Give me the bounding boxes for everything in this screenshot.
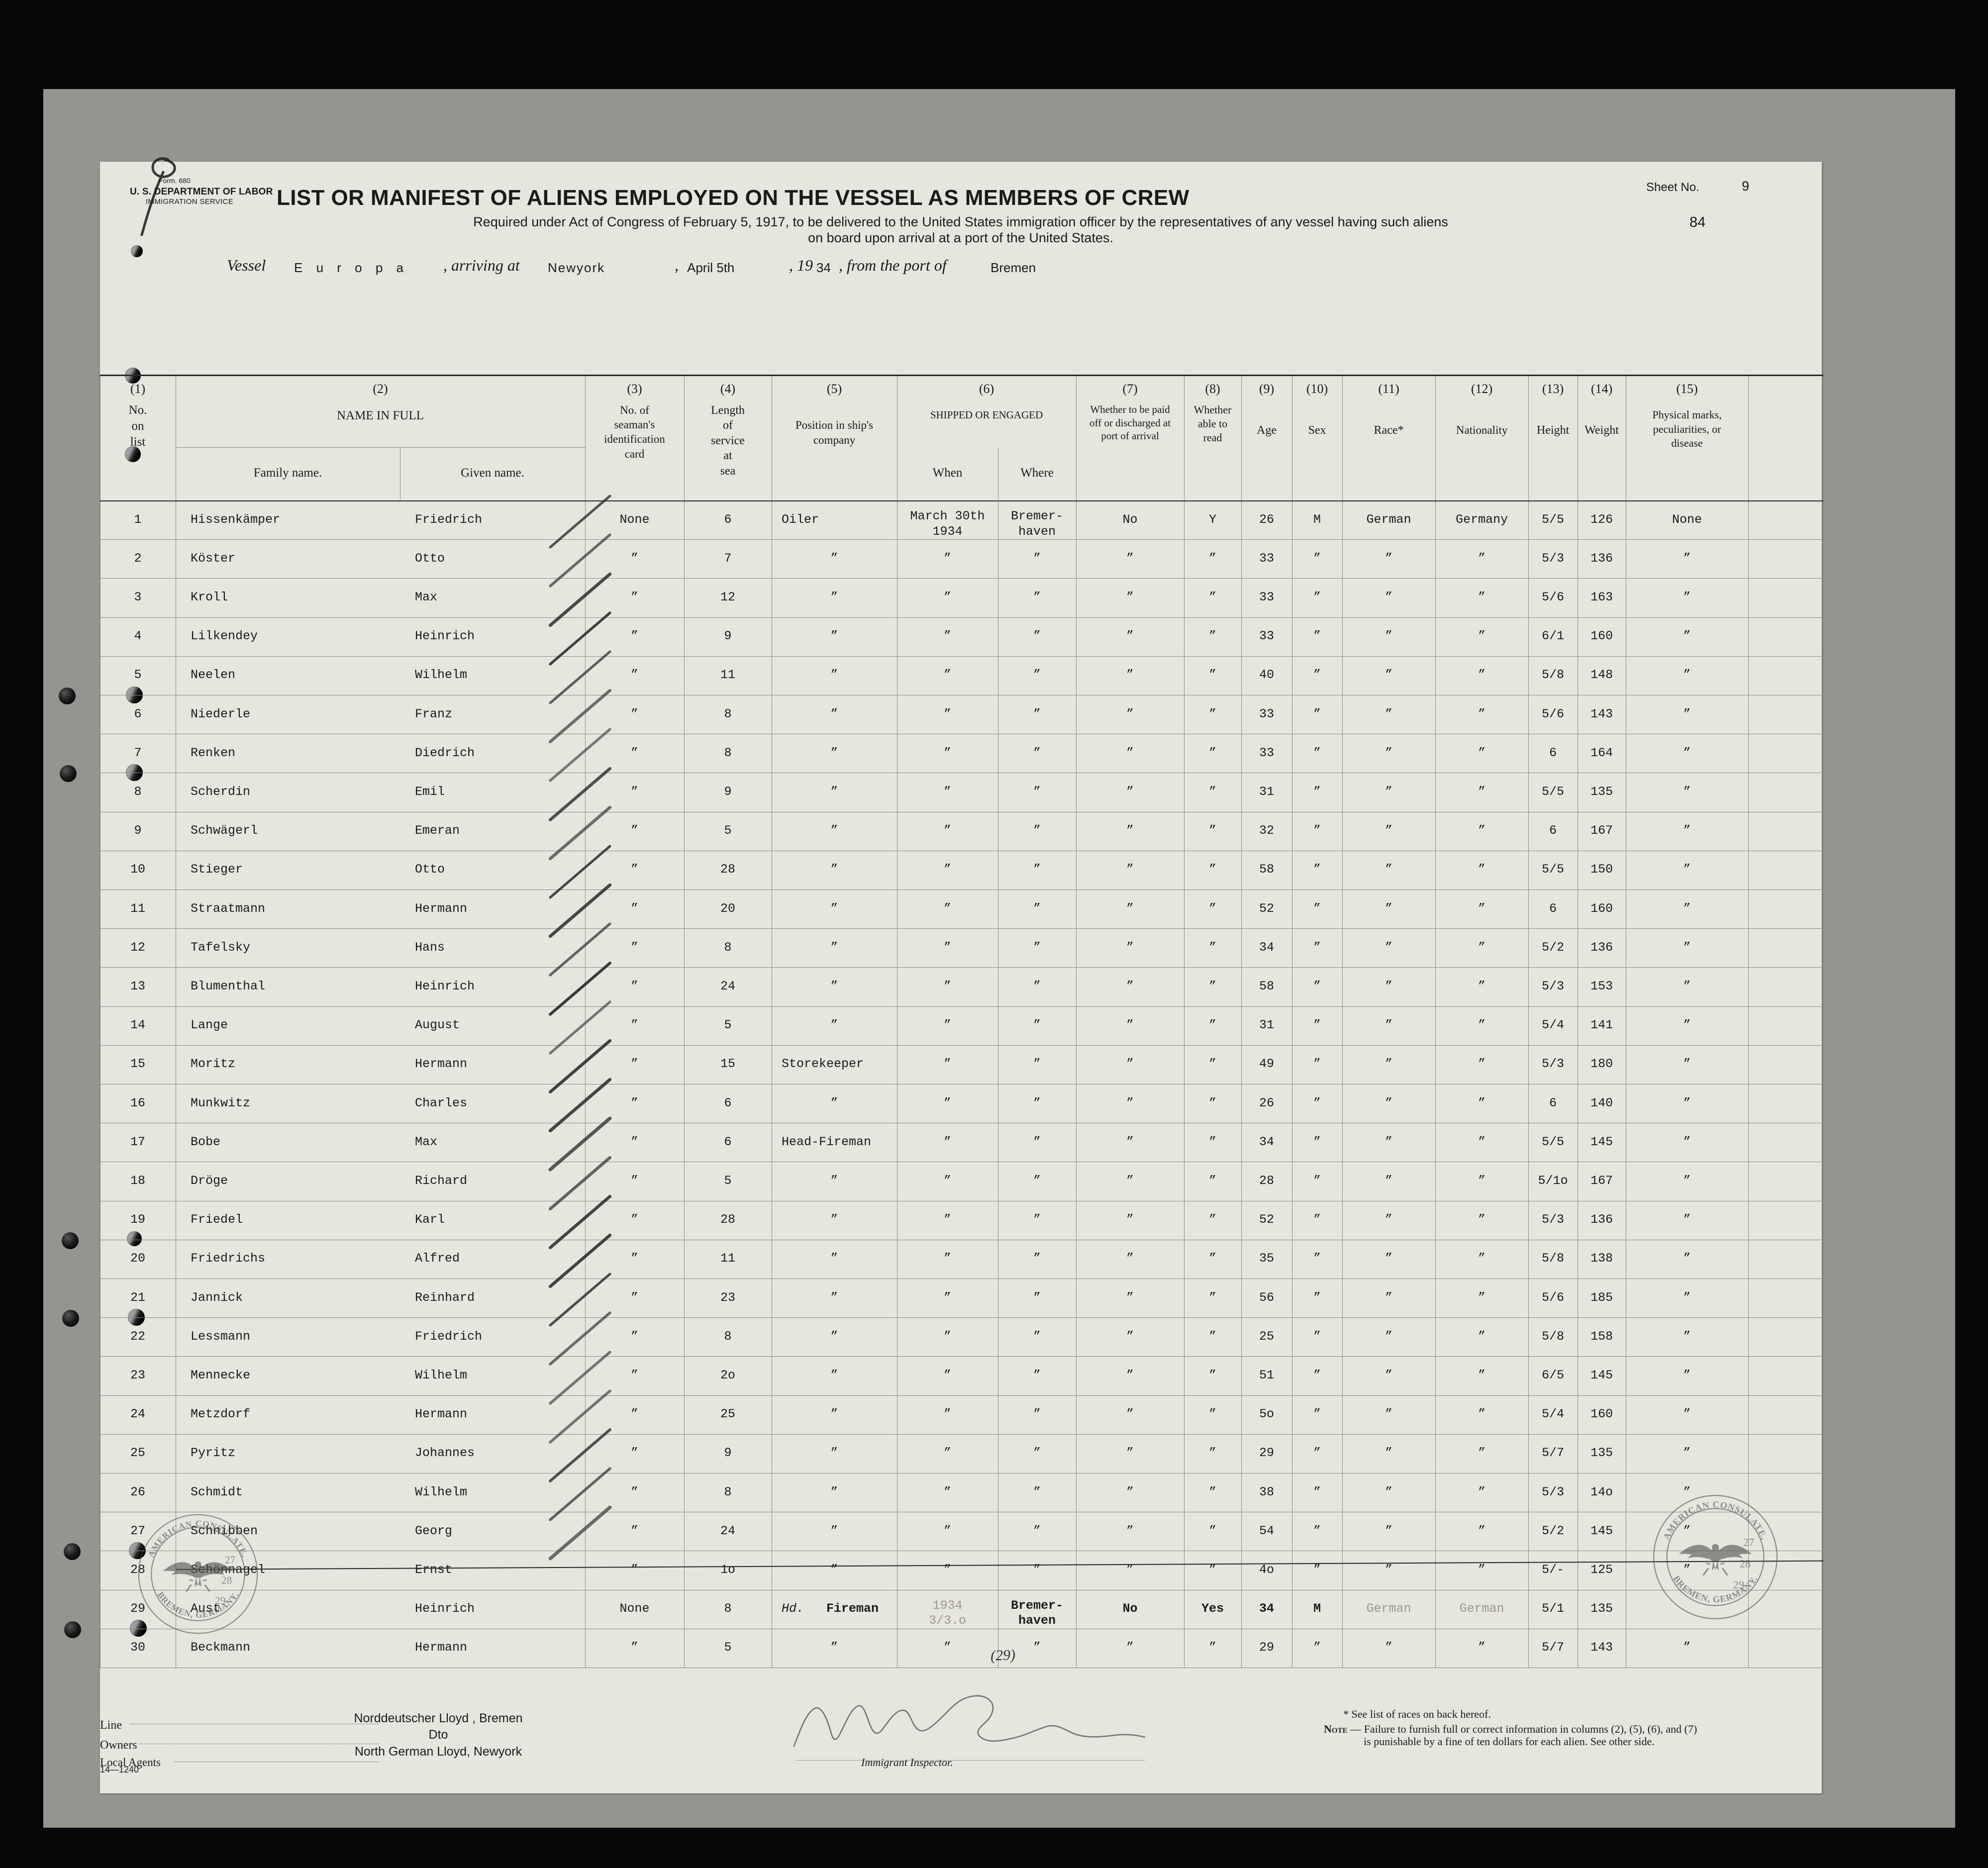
svg-text:28: 28 [221,1574,232,1586]
svg-text:BREMEN, GERMANY.: BREMEN, GERMANY. [155,1590,240,1620]
svg-text:AMERICAN CONSULATE,: AMERICAN CONSULATE, [1661,1499,1769,1541]
svg-text:27: 27 [225,1554,236,1566]
svg-text:28: 28 [1740,1557,1751,1570]
svg-text:27: 27 [1743,1536,1754,1549]
svg-text:BREMEN, GERMANY.: BREMEN, GERMANY. [1671,1574,1760,1605]
svg-text:AMERICAN CONSULATE,: AMERICAN CONSULATE, [146,1518,250,1559]
svg-text:29: 29 [1733,1578,1744,1591]
svg-text:29: 29 [215,1595,225,1607]
